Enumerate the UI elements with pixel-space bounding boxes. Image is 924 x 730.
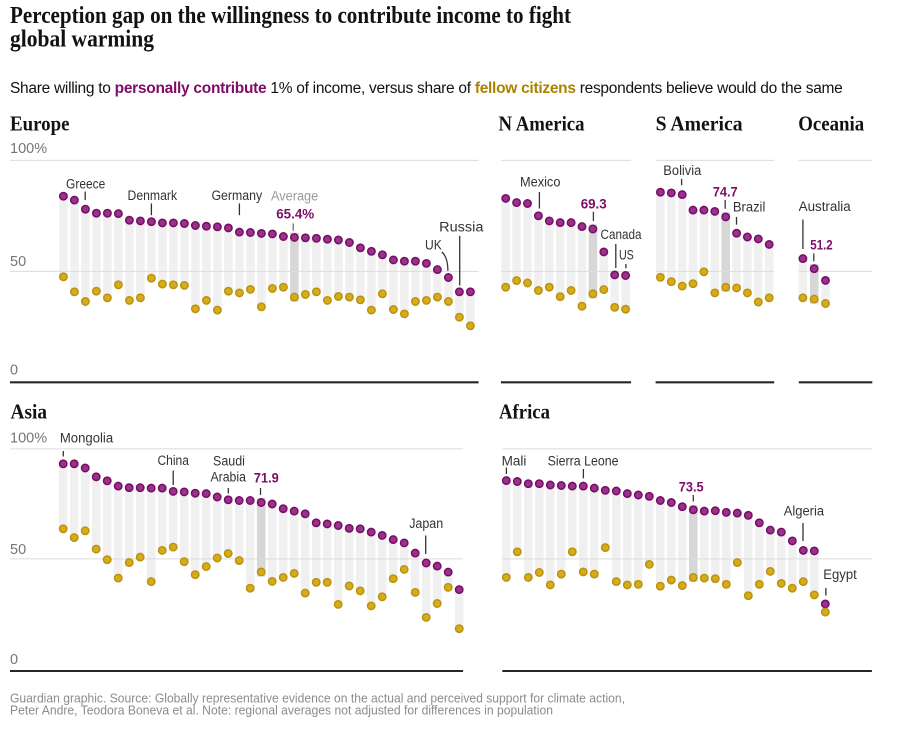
svg-text:Share willing to personally co: Share willing to personally contribute 1… bbox=[10, 80, 843, 97]
svg-text:Mexico: Mexico bbox=[520, 174, 561, 189]
svg-text:73.5: 73.5 bbox=[679, 479, 704, 494]
svg-text:S America: S America bbox=[656, 111, 743, 135]
svg-text:Europe: Europe bbox=[10, 111, 70, 135]
svg-text:Bolivia: Bolivia bbox=[663, 163, 701, 178]
svg-text:UK: UK bbox=[425, 237, 442, 252]
svg-text:Sierra Leone: Sierra Leone bbox=[548, 453, 619, 468]
svg-text:50: 50 bbox=[10, 542, 26, 558]
svg-text:Brazil: Brazil bbox=[733, 200, 766, 215]
svg-text:74.7: 74.7 bbox=[713, 184, 738, 199]
svg-text:Mali: Mali bbox=[502, 453, 527, 468]
svg-text:65.4%: 65.4% bbox=[276, 206, 314, 221]
svg-text:69.3: 69.3 bbox=[581, 197, 607, 212]
svg-text:100%: 100% bbox=[10, 430, 47, 446]
svg-text:Algeria: Algeria bbox=[784, 503, 825, 518]
svg-text:Oceania: Oceania bbox=[798, 111, 864, 135]
svg-text:Average: Average bbox=[271, 189, 318, 204]
svg-text:Russia: Russia bbox=[439, 219, 484, 234]
svg-text:0: 0 bbox=[10, 652, 18, 668]
svg-text:Egypt: Egypt bbox=[823, 567, 857, 582]
svg-text:Guardian graphic. Source: Glob: Guardian graphic. Source: Globally repre… bbox=[10, 691, 625, 706]
svg-text:Peter Andre, Teodora Boneva et: Peter Andre, Teodora Boneva et al. Note:… bbox=[10, 703, 553, 718]
svg-text:Denmark: Denmark bbox=[128, 188, 178, 203]
svg-text:Arabia: Arabia bbox=[210, 470, 246, 485]
svg-text:N America: N America bbox=[499, 111, 585, 135]
svg-text:Germany: Germany bbox=[211, 188, 262, 203]
svg-text:China: China bbox=[157, 453, 189, 468]
svg-text:Mongolia: Mongolia bbox=[60, 430, 114, 445]
svg-text:100%: 100% bbox=[10, 141, 47, 157]
svg-text:Asia: Asia bbox=[11, 399, 48, 423]
svg-text:Canada: Canada bbox=[601, 227, 642, 242]
svg-text:Africa: Africa bbox=[499, 399, 550, 423]
svg-text:global warming: global warming bbox=[10, 26, 155, 53]
svg-text:Japan: Japan bbox=[409, 516, 443, 531]
svg-text:50: 50 bbox=[10, 254, 26, 270]
svg-text:Greece: Greece bbox=[66, 177, 105, 192]
svg-text:0: 0 bbox=[10, 363, 18, 379]
svg-text:51.2: 51.2 bbox=[810, 237, 833, 252]
svg-text:US: US bbox=[619, 248, 634, 263]
svg-text:Perception gap on the willingn: Perception gap on the willingness to con… bbox=[10, 2, 572, 29]
svg-text:Australia: Australia bbox=[799, 199, 852, 214]
svg-text:71.9: 71.9 bbox=[254, 471, 279, 486]
svg-text:Saudi: Saudi bbox=[213, 454, 245, 469]
